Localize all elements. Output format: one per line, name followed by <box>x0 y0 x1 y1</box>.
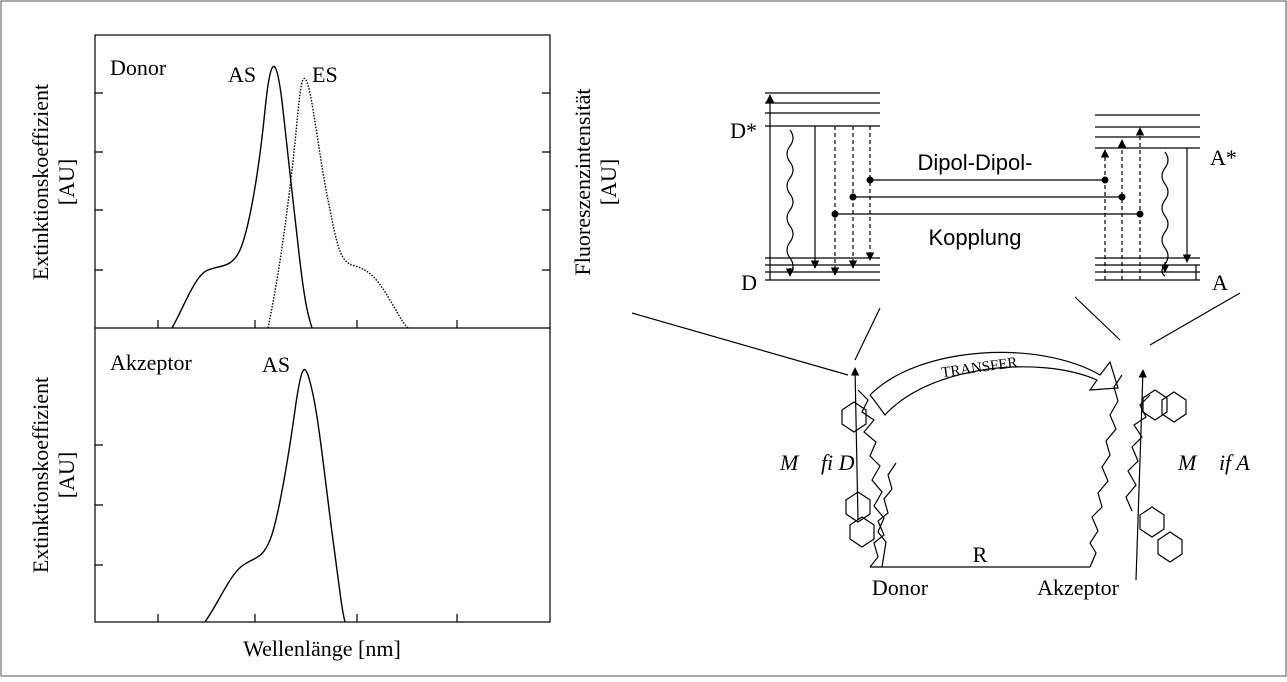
acceptor-absorption <box>204 368 346 623</box>
donor-label: Donor <box>872 575 929 600</box>
energy-diagram <box>631 92 1241 581</box>
curve-label: AS <box>262 352 290 377</box>
y-label: Extinktionskoeffizient <box>28 377 53 573</box>
level-label: D <box>741 270 757 295</box>
donor-emission <box>267 77 409 329</box>
acceptor-label: Akzeptor <box>1037 575 1120 600</box>
distance-label: R <box>973 542 988 567</box>
donor-absorption <box>171 65 313 329</box>
level-label: A* <box>1210 145 1237 170</box>
coupling-label: Kopplung <box>929 225 1022 250</box>
x-label: Wellenlänge [nm] <box>243 636 401 661</box>
moment-label: M⃗ if A <box>1177 450 1250 475</box>
spectra: Donor AS ES Akzeptor AS Wellenlänge [nm]… <box>28 34 621 661</box>
level-label: A <box>1212 270 1228 295</box>
y-label: [AU] <box>596 159 621 205</box>
y-label: Fluoreszenzintensität <box>570 89 595 276</box>
y-label: [AU] <box>54 159 79 205</box>
coupling-label: Dipol-Dipol- <box>918 150 1033 175</box>
plot-label: Akzeptor <box>110 350 193 375</box>
moment-label: M⃗ fi D <box>779 450 855 475</box>
level-label: D* <box>730 118 757 143</box>
curve-label: AS <box>228 62 256 87</box>
curve-label: ES <box>312 62 338 87</box>
y-label: Extinktionskoeffizient <box>28 84 53 280</box>
ticks <box>95 92 550 622</box>
plot-label: Donor <box>110 55 167 80</box>
y-label: [AU] <box>54 452 79 498</box>
